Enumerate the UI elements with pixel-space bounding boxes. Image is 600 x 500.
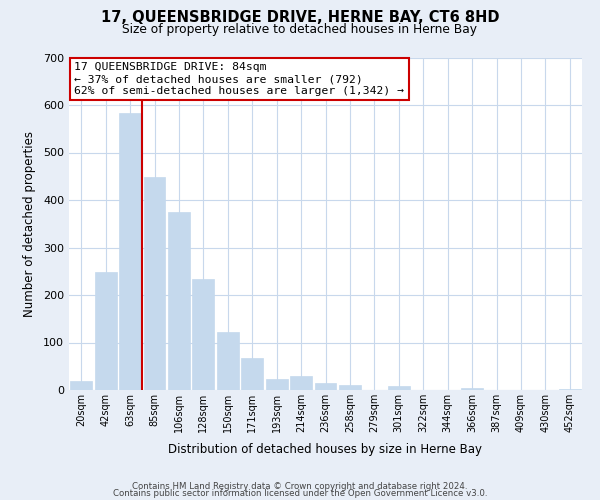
Text: Contains public sector information licensed under the Open Government Licence v3: Contains public sector information licen… [113,490,487,498]
Text: 17, QUEENSBRIDGE DRIVE, HERNE BAY, CT6 8HD: 17, QUEENSBRIDGE DRIVE, HERNE BAY, CT6 8… [101,10,499,25]
Y-axis label: Number of detached properties: Number of detached properties [23,130,36,317]
Bar [143,176,166,390]
Bar [168,212,190,390]
Bar [461,388,483,390]
Text: Contains HM Land Registry data © Crown copyright and database right 2024.: Contains HM Land Registry data © Crown c… [132,482,468,491]
Bar [314,384,337,390]
Bar [290,376,312,390]
Bar [559,389,581,390]
Bar [95,272,116,390]
Bar [266,379,287,390]
Bar [217,332,239,390]
Text: Size of property relative to detached houses in Herne Bay: Size of property relative to detached ho… [122,22,478,36]
Bar [241,358,263,390]
Bar [388,386,410,390]
Bar [70,382,92,390]
Text: 17 QUEENSBRIDGE DRIVE: 84sqm
← 37% of detached houses are smaller (792)
62% of s: 17 QUEENSBRIDGE DRIVE: 84sqm ← 37% of de… [74,62,404,96]
Bar [339,385,361,390]
X-axis label: Distribution of detached houses by size in Herne Bay: Distribution of detached houses by size … [169,444,482,456]
Bar [193,280,214,390]
Bar [119,113,141,390]
